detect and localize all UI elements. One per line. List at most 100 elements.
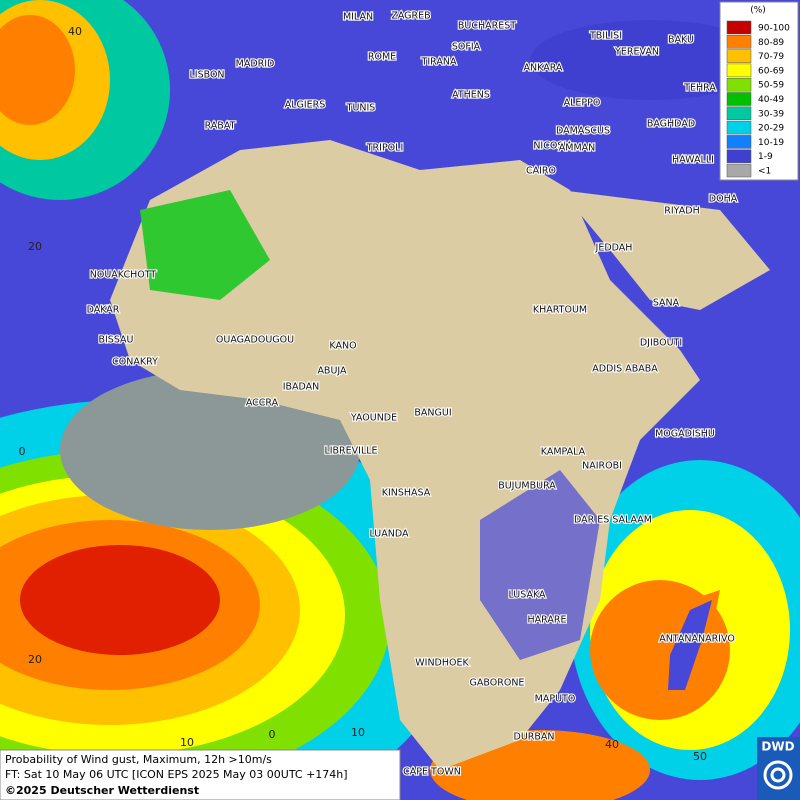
city-label: YEREVAN [614, 47, 659, 58]
longitude-label: 10 [351, 726, 365, 739]
legend-label: 50-59 [758, 81, 784, 91]
city-label: NAIROBI [582, 461, 622, 472]
city-label: HAWALLI [672, 155, 714, 166]
city-label: DJIBOUTI [640, 338, 682, 349]
city-label: TBILISI [589, 31, 622, 42]
legend: (%) 90-100 80-89 70-79 60-69 50-59 40-49 30-39… [719, 1, 799, 181]
legend-swatch [726, 135, 752, 149]
legend-unit: (%) [750, 6, 766, 16]
city-label: CONAKRY [112, 357, 158, 368]
latitude-label: 0 [19, 445, 26, 458]
legend-label: 10-19 [758, 138, 784, 148]
legend-label: 60-69 [758, 66, 784, 76]
legend-swatch [726, 149, 752, 163]
city-label: MOGADISHU [655, 429, 715, 440]
city-label: DOHA [709, 194, 738, 205]
longitude-label: 0 [269, 728, 276, 741]
city-label: ALGIERS [285, 100, 326, 111]
legend-swatch [726, 120, 752, 135]
legend-swatch [726, 35, 752, 49]
city-label: RABAT [205, 121, 236, 132]
legend-label: 40-49 [758, 95, 784, 105]
legend-swatch [726, 63, 752, 78]
city-label: BAGHDAD [647, 119, 695, 130]
city-label: LISBON [189, 70, 224, 81]
city-label: ALEPPO [564, 98, 601, 109]
city-label: DAKAR [87, 305, 120, 316]
legend-label: 90-100 [758, 24, 790, 34]
legend-label: 20-29 [758, 124, 784, 134]
city-label: LIBREVILLE [324, 446, 377, 457]
city-label: DAR ES SALAAM [574, 515, 652, 526]
latitude-label: 20 [28, 653, 42, 666]
longitude-label: 10 [180, 736, 194, 749]
city-label: KINSHASA [382, 488, 431, 499]
city-label: BAKU [668, 35, 694, 46]
legend-swatch [726, 77, 752, 92]
city-label: CAPE TOWN [403, 767, 461, 778]
footer-title: Probability of Wind gust, Maximum, 12h >… [5, 753, 272, 766]
city-label: LUANDA [369, 529, 409, 540]
city-label: ADDIS ABABA [592, 364, 658, 375]
city-label: ANTANANARIVO [659, 634, 735, 645]
city-label: DAMASCUS [556, 126, 610, 137]
city-label: RIYADH [664, 206, 699, 217]
city-label: BANGUI [414, 408, 451, 419]
city-label: AMMAN [559, 143, 596, 154]
city-labels: MILAN ZAGREB BUCHAREST TBILISI BAKU SOFIA YERE… [85, 9, 738, 778]
city-label: MILAN [343, 12, 373, 23]
footer-copyright: ©2025 Deutscher Wetterdienst [5, 784, 199, 797]
longitude-label: 50 [693, 750, 707, 763]
city-label: BUJUMBURA [498, 481, 556, 492]
city-label: MAPUTO [535, 694, 576, 705]
legend-swatch [726, 106, 752, 121]
legend-swatch [726, 49, 752, 63]
legend-label: 70-79 [758, 52, 784, 62]
city-label: NOUAKCHOTT [90, 270, 157, 281]
legend-swatch [726, 92, 752, 106]
legend-label: 80-89 [758, 38, 784, 48]
city-label: NICOSIA [533, 141, 573, 152]
city-label: TRIPOLI [366, 143, 404, 154]
city-label: JEDDAH [595, 243, 633, 254]
city-label: GABORONE [470, 678, 525, 689]
legend-swatch [726, 163, 752, 178]
city-label: ROME [368, 52, 396, 63]
city-label: ACCRA [246, 398, 279, 409]
city-label: ZAGREB [391, 11, 430, 22]
city-label: BISSAU [98, 335, 133, 346]
footer-forecast: FT: Sat 10 May 06 UTC [ICON EPS 2025 May… [5, 768, 348, 781]
legend-label: 1-9 [758, 152, 773, 162]
city-label: BUCHAREST [458, 21, 516, 32]
longitude-label: 40 [605, 738, 619, 751]
city-label: LUSAKA [508, 590, 546, 601]
city-label: MADRID [236, 59, 275, 70]
city-label: TIRANA [421, 57, 457, 68]
city-label: ATHENS [452, 90, 490, 101]
legend-swatch [726, 20, 752, 35]
latitude-label: 20 [28, 240, 42, 253]
logo-text: DWD [761, 740, 794, 754]
footer: Probability of Wind gust, Maximum, 12h >… [0, 749, 401, 800]
city-label: YAOUNDE [350, 413, 397, 424]
city-label: HARARE [528, 615, 567, 626]
city-label: TEHRA [683, 83, 716, 94]
latitude-label: 40 [68, 25, 82, 38]
legend-label: 30-39 [758, 109, 784, 119]
city-label: CAIRO [526, 166, 556, 177]
logo: DWD [757, 737, 800, 800]
city-label: ABUJA [317, 366, 347, 377]
legend-label: <1 [758, 167, 771, 177]
city-label: OUAGADOUGOU [216, 335, 294, 346]
city-label: KAMPALA [541, 447, 586, 458]
city-label: SANA [653, 298, 680, 309]
city-label: ANKARA [524, 63, 563, 74]
city-label: KANO [329, 341, 356, 352]
city-label: WINDHOEK [415, 658, 469, 669]
city-label: SOFIA [452, 42, 481, 53]
grid-labels: 40 20 0 20 10 0 10 40 50 [19, 25, 708, 763]
city-label: TUNIS [346, 103, 376, 114]
city-label: DURBAN [514, 732, 555, 743]
